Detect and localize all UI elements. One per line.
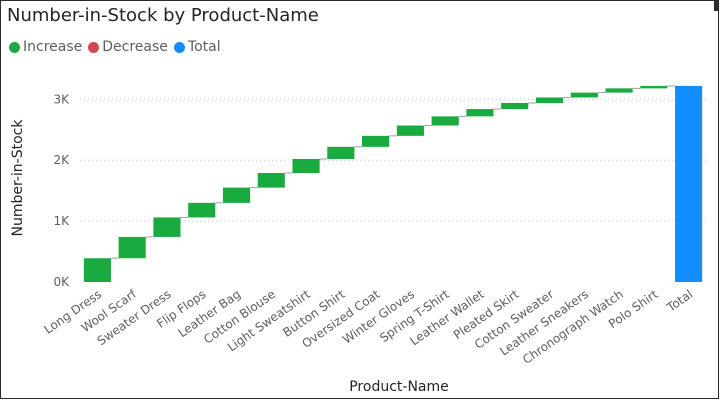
bar-leather-wallet[interactable] bbox=[466, 109, 494, 117]
bar-leather-bag[interactable] bbox=[222, 187, 251, 203]
bar-leather-sneakers[interactable] bbox=[570, 92, 598, 98]
bar-long-dress[interactable] bbox=[83, 258, 111, 282]
legend-decrease-label: Decrease bbox=[102, 39, 168, 55]
bars bbox=[83, 85, 703, 283]
bar-pleated-skirt[interactable] bbox=[501, 102, 529, 110]
x-axis-title: Product-Name bbox=[349, 379, 449, 395]
legend-increase-label: Increase bbox=[23, 39, 83, 55]
legend-total-dot bbox=[173, 41, 185, 53]
bar-button-shirt[interactable] bbox=[327, 146, 355, 159]
legend-item-total[interactable]: Total bbox=[173, 39, 221, 55]
legend-item-decrease[interactable]: Decrease bbox=[88, 39, 168, 55]
y-tick-label: 0K bbox=[53, 275, 70, 289]
bar-chronograph-watch[interactable] bbox=[605, 88, 633, 93]
chart-title: Number-in-Stock by Product-Name bbox=[7, 5, 319, 26]
bar-flip-flops[interactable] bbox=[188, 202, 216, 218]
bar-cotton-blouse[interactable] bbox=[257, 172, 285, 188]
legend-item-increase[interactable]: Increase bbox=[9, 39, 82, 55]
y-tick-label: 1K bbox=[53, 214, 70, 228]
bar-spring-t-shirt[interactable] bbox=[431, 116, 459, 126]
y-tick-label: 2K bbox=[53, 153, 70, 167]
connector-lines bbox=[110, 85, 676, 259]
y-axis-ticks: 0K 1K 2K 3K bbox=[53, 92, 70, 289]
visual-corner-mark bbox=[714, 1, 718, 11]
legend-decrease-dot bbox=[88, 41, 100, 53]
legend-increase-dot bbox=[9, 41, 20, 53]
y-tick-label: 3K bbox=[53, 92, 70, 106]
bar-cotton-sweater[interactable] bbox=[535, 97, 564, 103]
bar-light-sweatshirt[interactable] bbox=[292, 158, 320, 173]
bar-wool-scarf[interactable] bbox=[118, 236, 146, 259]
y-axis-title: Number-in-Stock bbox=[10, 119, 26, 237]
bar-total[interactable] bbox=[675, 85, 703, 283]
bar-oversized-coat[interactable] bbox=[362, 135, 390, 147]
chart-legend: Increase Decrease Total bbox=[9, 39, 227, 55]
bar-winter-gloves[interactable] bbox=[396, 125, 424, 136]
x-tick-label: Total bbox=[664, 287, 696, 315]
gridlines bbox=[80, 98, 706, 222]
bar-sweater-dress[interactable] bbox=[153, 217, 181, 237]
legend-total-label: Total bbox=[187, 39, 221, 55]
bar-polo-shirt[interactable] bbox=[640, 85, 668, 89]
